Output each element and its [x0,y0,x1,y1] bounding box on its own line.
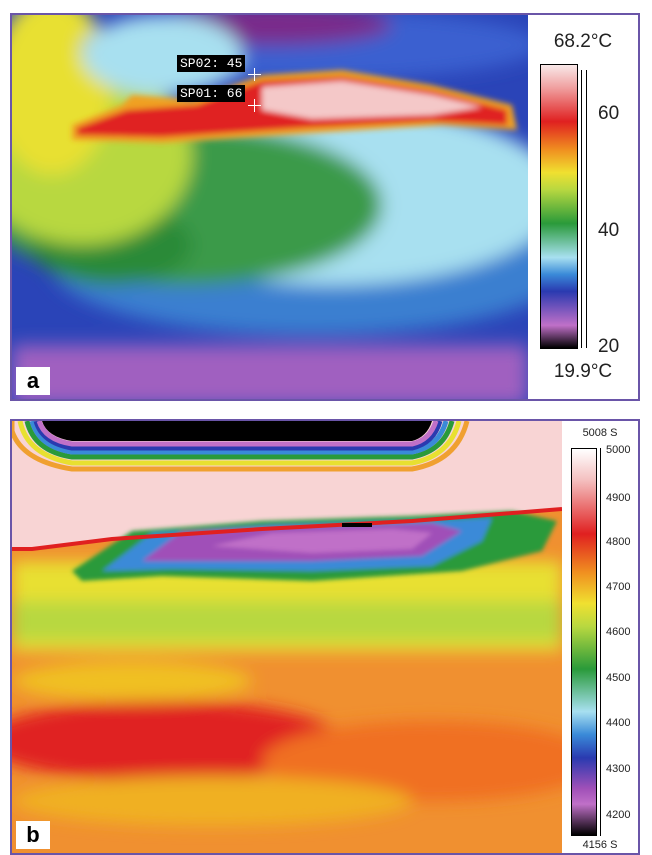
tick-b-4500: 4500 [606,672,631,684]
panel-label-a: a [16,367,50,395]
thermal-panel-a: SP02: 45 SP01: 66 a 68.2°C 60 40 20 19.9… [10,13,640,401]
scale-max-b: 5008 S [582,427,618,439]
spot-label-sp01: SP01: 66 [177,85,246,102]
thermal-image-a: SP02: 45 SP01: 66 a [12,15,528,399]
tick-b-4400: 4400 [606,717,631,729]
tick-b-4900: 4900 [606,492,631,504]
thermal-image-b: b [12,421,562,853]
scale-axis-a-inner [581,70,582,348]
tick-b-4800: 4800 [606,536,631,548]
panel-label-b: b [16,821,50,849]
tick-b-5000: 5000 [606,444,631,456]
scale-max-a: 68.2°C [553,31,613,52]
scale-axis-a [586,70,587,348]
value-scale-b: 5008 S 5000 4900 4800 4700 4600 4500 440… [562,421,638,853]
thermal-panel-b: b 5008 S 5000 4900 4800 4700 4600 4500 4… [10,419,640,855]
scale-min-a: 19.9°C [553,361,613,382]
scale-min-b: 4156 S [582,839,618,851]
color-bar-a [540,64,578,349]
tick-a-60: 60 [598,103,620,124]
tick-b-4300: 4300 [606,763,631,775]
spot-label-sp02: SP02: 45 [177,55,246,72]
tick-b-4200: 4200 [606,809,631,821]
tick-b-4600: 4600 [606,626,631,638]
tick-b-4700: 4700 [606,581,631,593]
temperature-scale-a: 68.2°C 60 40 20 19.9°C [528,15,638,399]
thermal-image-a-graphic [12,15,528,399]
spot-marker-sp02 [248,68,261,81]
tick-a-40: 40 [598,220,620,241]
tick-a-20: 20 [598,336,620,357]
thermal-image-b-graphic [12,421,562,853]
spot-marker-sp01 [248,99,261,112]
color-bar-b [571,448,597,836]
scale-axis-b [600,448,601,836]
